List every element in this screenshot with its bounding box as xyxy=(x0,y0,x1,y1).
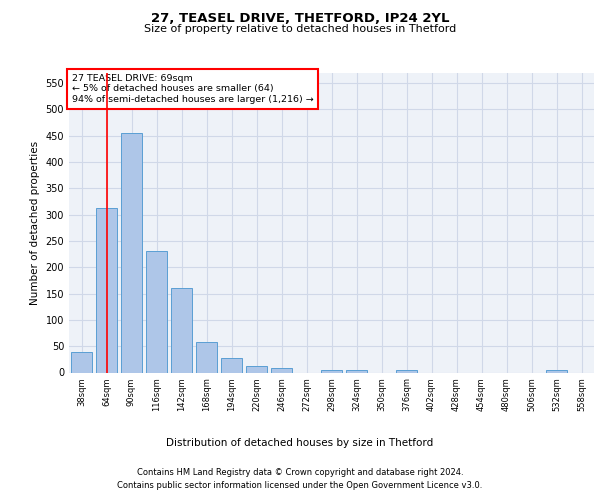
Text: Contains HM Land Registry data © Crown copyright and database right 2024.: Contains HM Land Registry data © Crown c… xyxy=(137,468,463,477)
Text: Distribution of detached houses by size in Thetford: Distribution of detached houses by size … xyxy=(166,438,434,448)
Bar xyxy=(196,342,217,372)
Bar xyxy=(246,366,267,372)
Bar xyxy=(221,358,242,372)
Bar xyxy=(121,133,142,372)
Text: 27, TEASEL DRIVE, THETFORD, IP24 2YL: 27, TEASEL DRIVE, THETFORD, IP24 2YL xyxy=(151,12,449,26)
Bar xyxy=(321,370,342,372)
Bar xyxy=(71,352,92,372)
Text: 27 TEASEL DRIVE: 69sqm
← 5% of detached houses are smaller (64)
94% of semi-deta: 27 TEASEL DRIVE: 69sqm ← 5% of detached … xyxy=(71,74,313,104)
Y-axis label: Number of detached properties: Number of detached properties xyxy=(30,140,40,304)
Text: Contains public sector information licensed under the Open Government Licence v3: Contains public sector information licen… xyxy=(118,480,482,490)
Bar xyxy=(171,288,192,372)
Bar xyxy=(396,370,417,372)
Text: Size of property relative to detached houses in Thetford: Size of property relative to detached ho… xyxy=(144,24,456,34)
Bar xyxy=(346,370,367,372)
Bar xyxy=(96,208,117,372)
Bar xyxy=(546,370,567,372)
Bar xyxy=(146,252,167,372)
Bar xyxy=(271,368,292,372)
